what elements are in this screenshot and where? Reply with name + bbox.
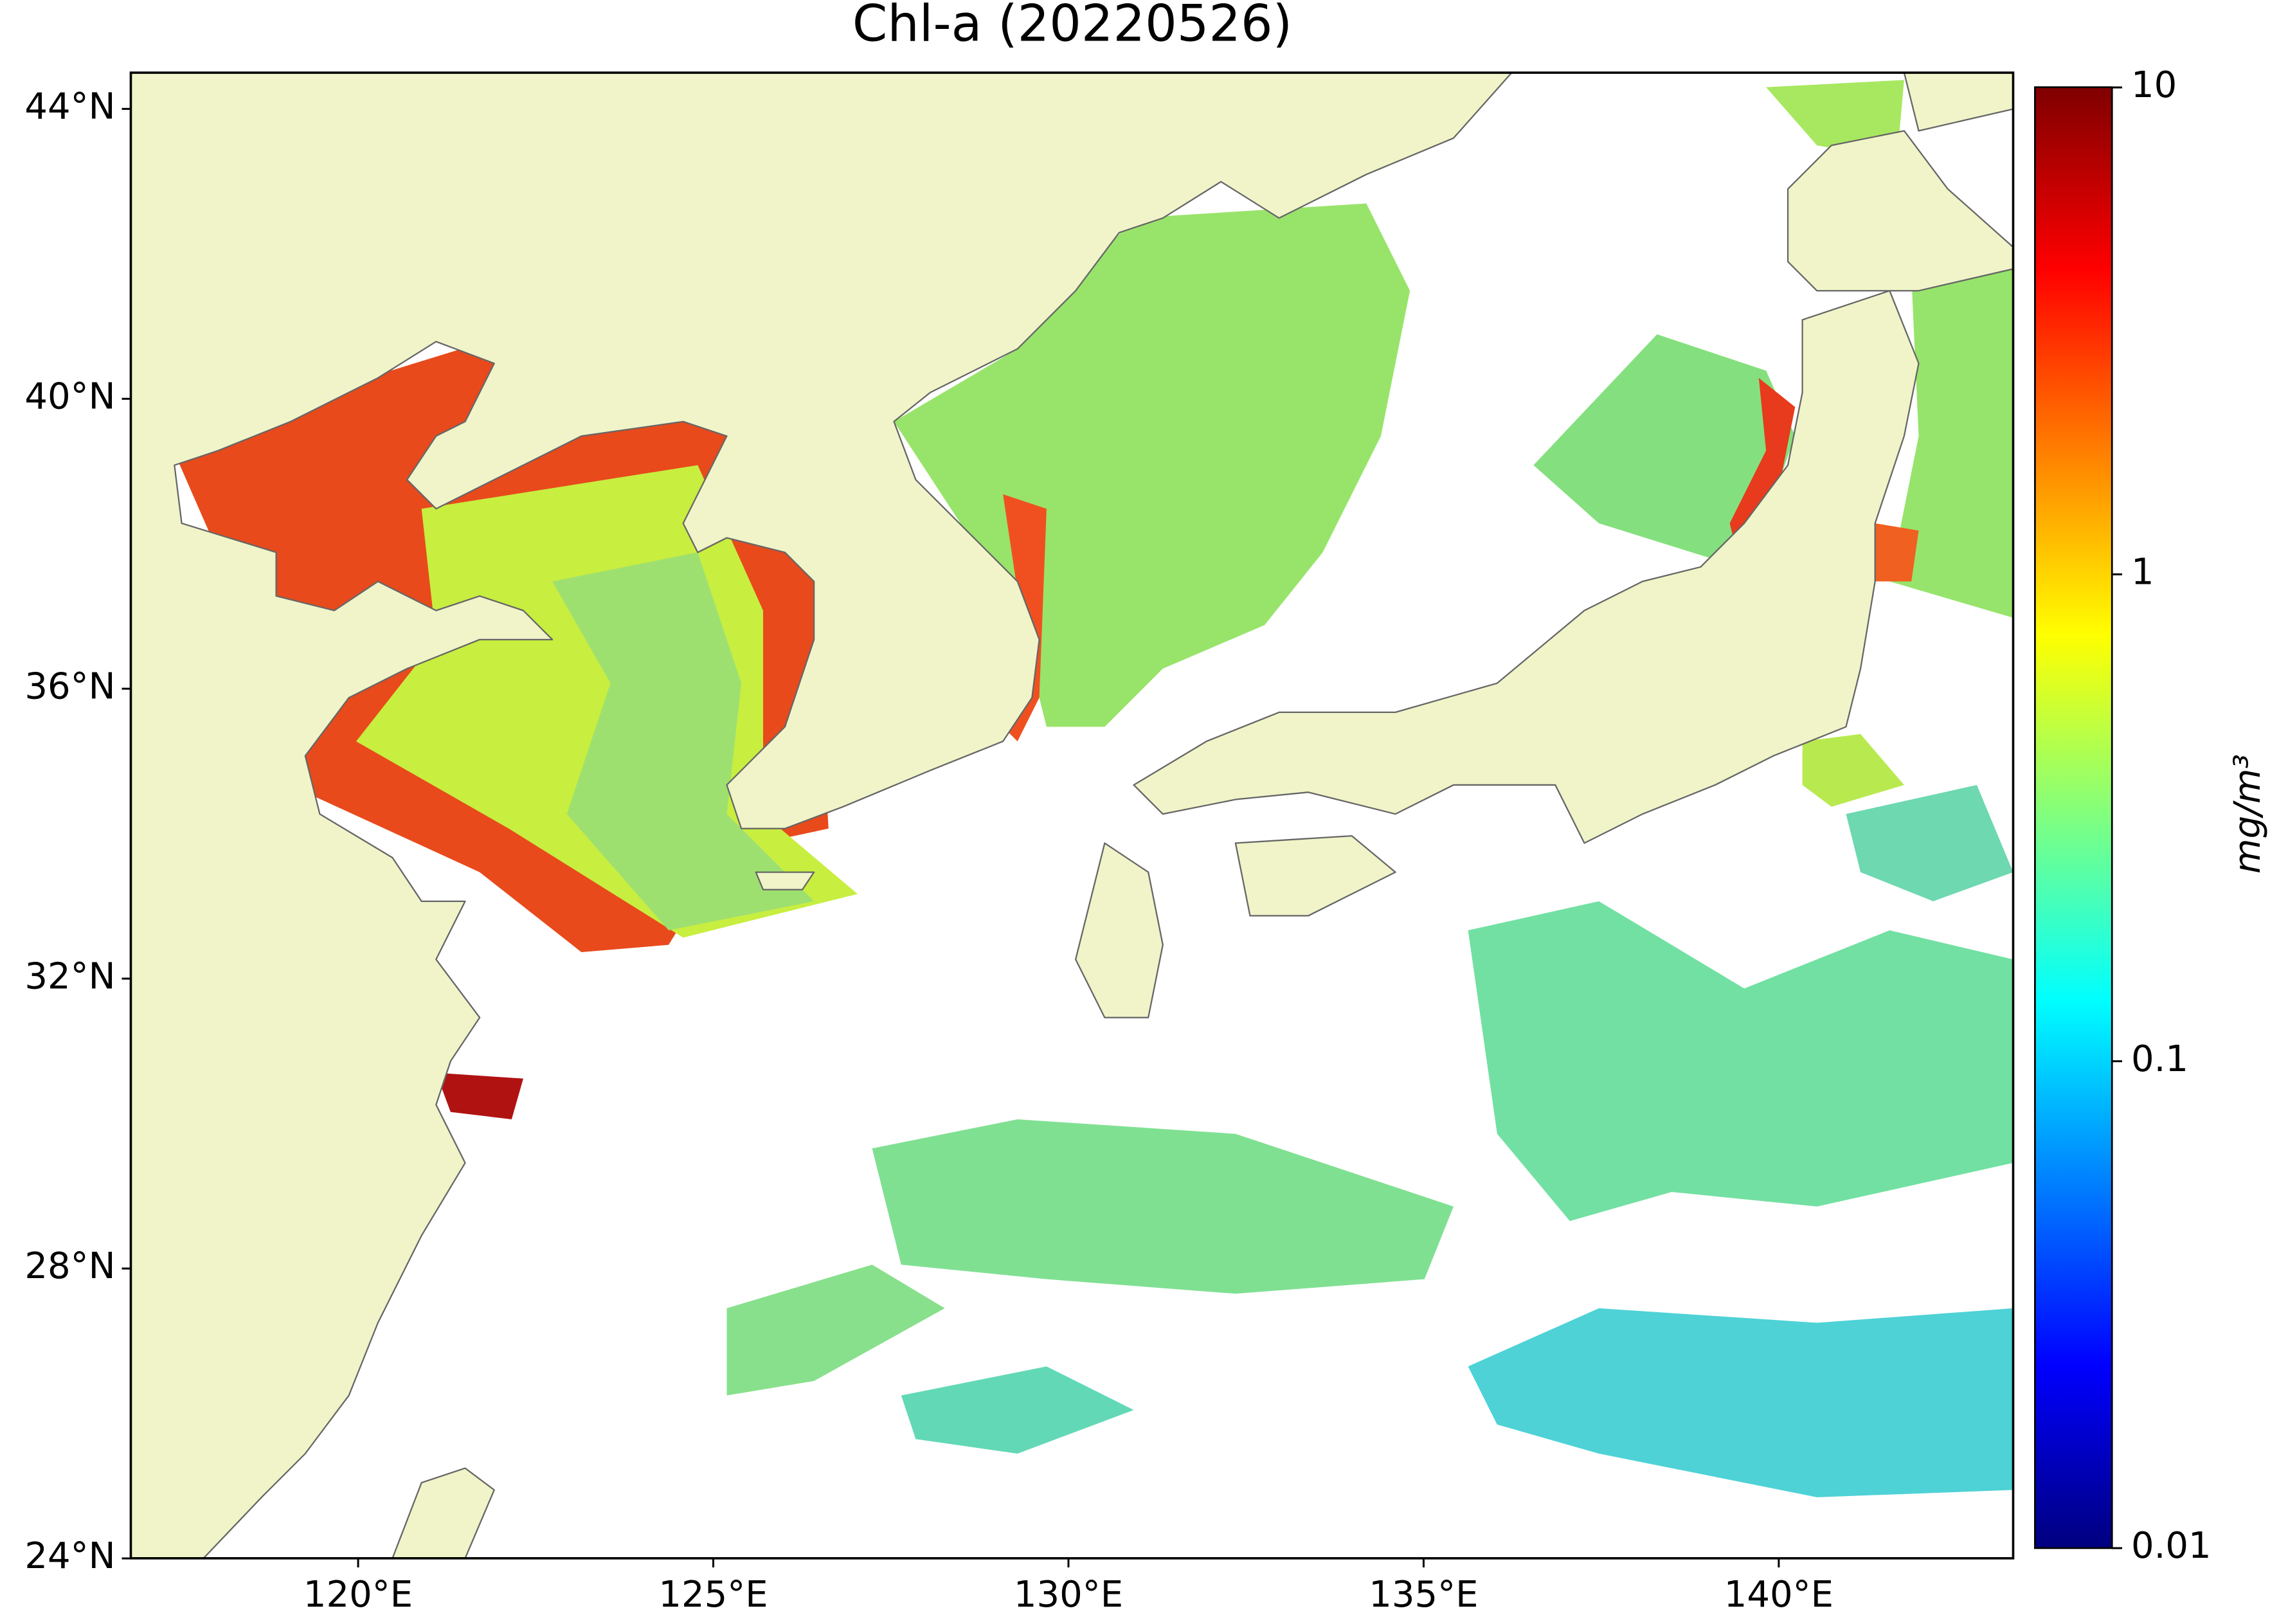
chl-patch (726, 1265, 945, 1396)
y-tick-label: 24°N (24, 1535, 115, 1577)
chl-patch (552, 552, 815, 931)
colorbar-tick-label: 0.01 (2131, 1525, 2211, 1567)
chl-patch (436, 1072, 523, 1119)
mainland (131, 73, 1513, 1558)
map (129, 71, 2113, 1560)
honshu (1133, 290, 1920, 844)
x-tick-label: 135°E (1369, 1574, 1478, 1616)
y-tick-label: 40°N (24, 375, 115, 417)
chl-patch (901, 1366, 1134, 1454)
y-tick-label: 28°N (24, 1245, 115, 1287)
colorbar-tick-label: 1 (2131, 551, 2154, 593)
chl-patch (1875, 523, 1919, 582)
northern-land (1903, 73, 2013, 132)
chl-patch (872, 1119, 1454, 1294)
colorbar-tick-label: 10 (2131, 64, 2177, 106)
chl-patch (1846, 784, 2013, 901)
x-tick-label: 125°E (658, 1574, 768, 1616)
colorbar (2034, 86, 2113, 1549)
chl-patch (1889, 261, 2013, 618)
y-tick-label: 44°N (24, 86, 115, 128)
y-tick-label: 36°N (24, 665, 115, 707)
chart-title: Chl-a (20220526) (852, 0, 1292, 53)
map-area (131, 73, 2013, 1558)
kyushu (1075, 842, 1164, 1018)
land (131, 73, 2013, 1558)
map-frame (129, 71, 2015, 1560)
jeju (755, 871, 815, 890)
shikoku (1234, 835, 1396, 917)
taiwan (392, 1467, 495, 1558)
x-tick-label: 140°E (1724, 1574, 1833, 1616)
y-tick-label: 32°N (24, 955, 115, 997)
x-tick-label: 120°E (303, 1574, 413, 1616)
colorbar-label: mg/m³ (2227, 754, 2269, 874)
chl-patch (1802, 734, 1904, 807)
chl-patch (1533, 334, 1796, 560)
x-tick-label: 130°E (1014, 1574, 1123, 1616)
chl-patch (1468, 901, 2013, 1222)
chl-patch (1468, 1308, 2013, 1497)
hokkaido (1787, 130, 2013, 292)
chlorophyll-field (167, 80, 2013, 1497)
chl-patch (1729, 377, 1796, 553)
colorbar-tick-label: 0.1 (2131, 1038, 2188, 1080)
